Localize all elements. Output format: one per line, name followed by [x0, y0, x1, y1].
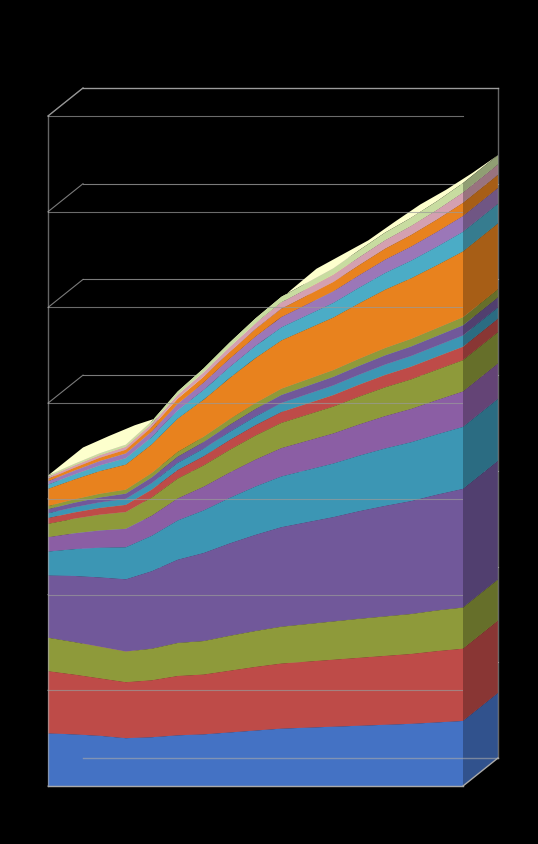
Polygon shape	[463, 165, 498, 203]
Polygon shape	[48, 580, 498, 652]
Polygon shape	[48, 392, 463, 552]
Polygon shape	[463, 462, 498, 608]
Polygon shape	[48, 298, 498, 510]
Polygon shape	[463, 580, 498, 649]
Polygon shape	[48, 318, 463, 510]
Polygon shape	[48, 399, 498, 552]
Polygon shape	[48, 217, 463, 485]
Polygon shape	[48, 462, 498, 580]
Polygon shape	[463, 176, 498, 217]
Polygon shape	[48, 193, 463, 479]
Polygon shape	[463, 399, 498, 490]
Polygon shape	[48, 156, 498, 476]
Polygon shape	[48, 490, 463, 652]
Polygon shape	[48, 203, 463, 482]
Polygon shape	[48, 189, 498, 482]
Polygon shape	[48, 319, 498, 518]
Polygon shape	[48, 232, 463, 490]
Polygon shape	[48, 621, 498, 682]
Polygon shape	[48, 608, 463, 682]
Polygon shape	[48, 252, 463, 506]
Polygon shape	[48, 333, 498, 524]
Polygon shape	[48, 204, 498, 485]
Polygon shape	[463, 693, 498, 786]
Polygon shape	[463, 308, 498, 348]
Polygon shape	[48, 336, 463, 518]
Polygon shape	[83, 89, 498, 758]
Polygon shape	[48, 308, 498, 514]
Polygon shape	[48, 289, 498, 506]
Polygon shape	[48, 165, 498, 478]
Polygon shape	[48, 649, 463, 738]
Polygon shape	[463, 364, 498, 427]
Polygon shape	[48, 364, 498, 538]
Polygon shape	[463, 621, 498, 721]
Polygon shape	[48, 225, 498, 490]
Polygon shape	[463, 156, 498, 193]
Polygon shape	[463, 333, 498, 392]
Polygon shape	[48, 427, 463, 580]
Polygon shape	[463, 289, 498, 326]
Polygon shape	[48, 721, 463, 786]
Polygon shape	[463, 204, 498, 252]
Polygon shape	[48, 176, 498, 479]
Polygon shape	[463, 189, 498, 232]
Polygon shape	[463, 225, 498, 318]
Polygon shape	[48, 348, 463, 524]
Polygon shape	[48, 184, 463, 478]
Polygon shape	[48, 693, 498, 738]
Polygon shape	[48, 326, 463, 514]
Polygon shape	[463, 319, 498, 360]
Polygon shape	[48, 360, 463, 538]
Polygon shape	[463, 298, 498, 336]
